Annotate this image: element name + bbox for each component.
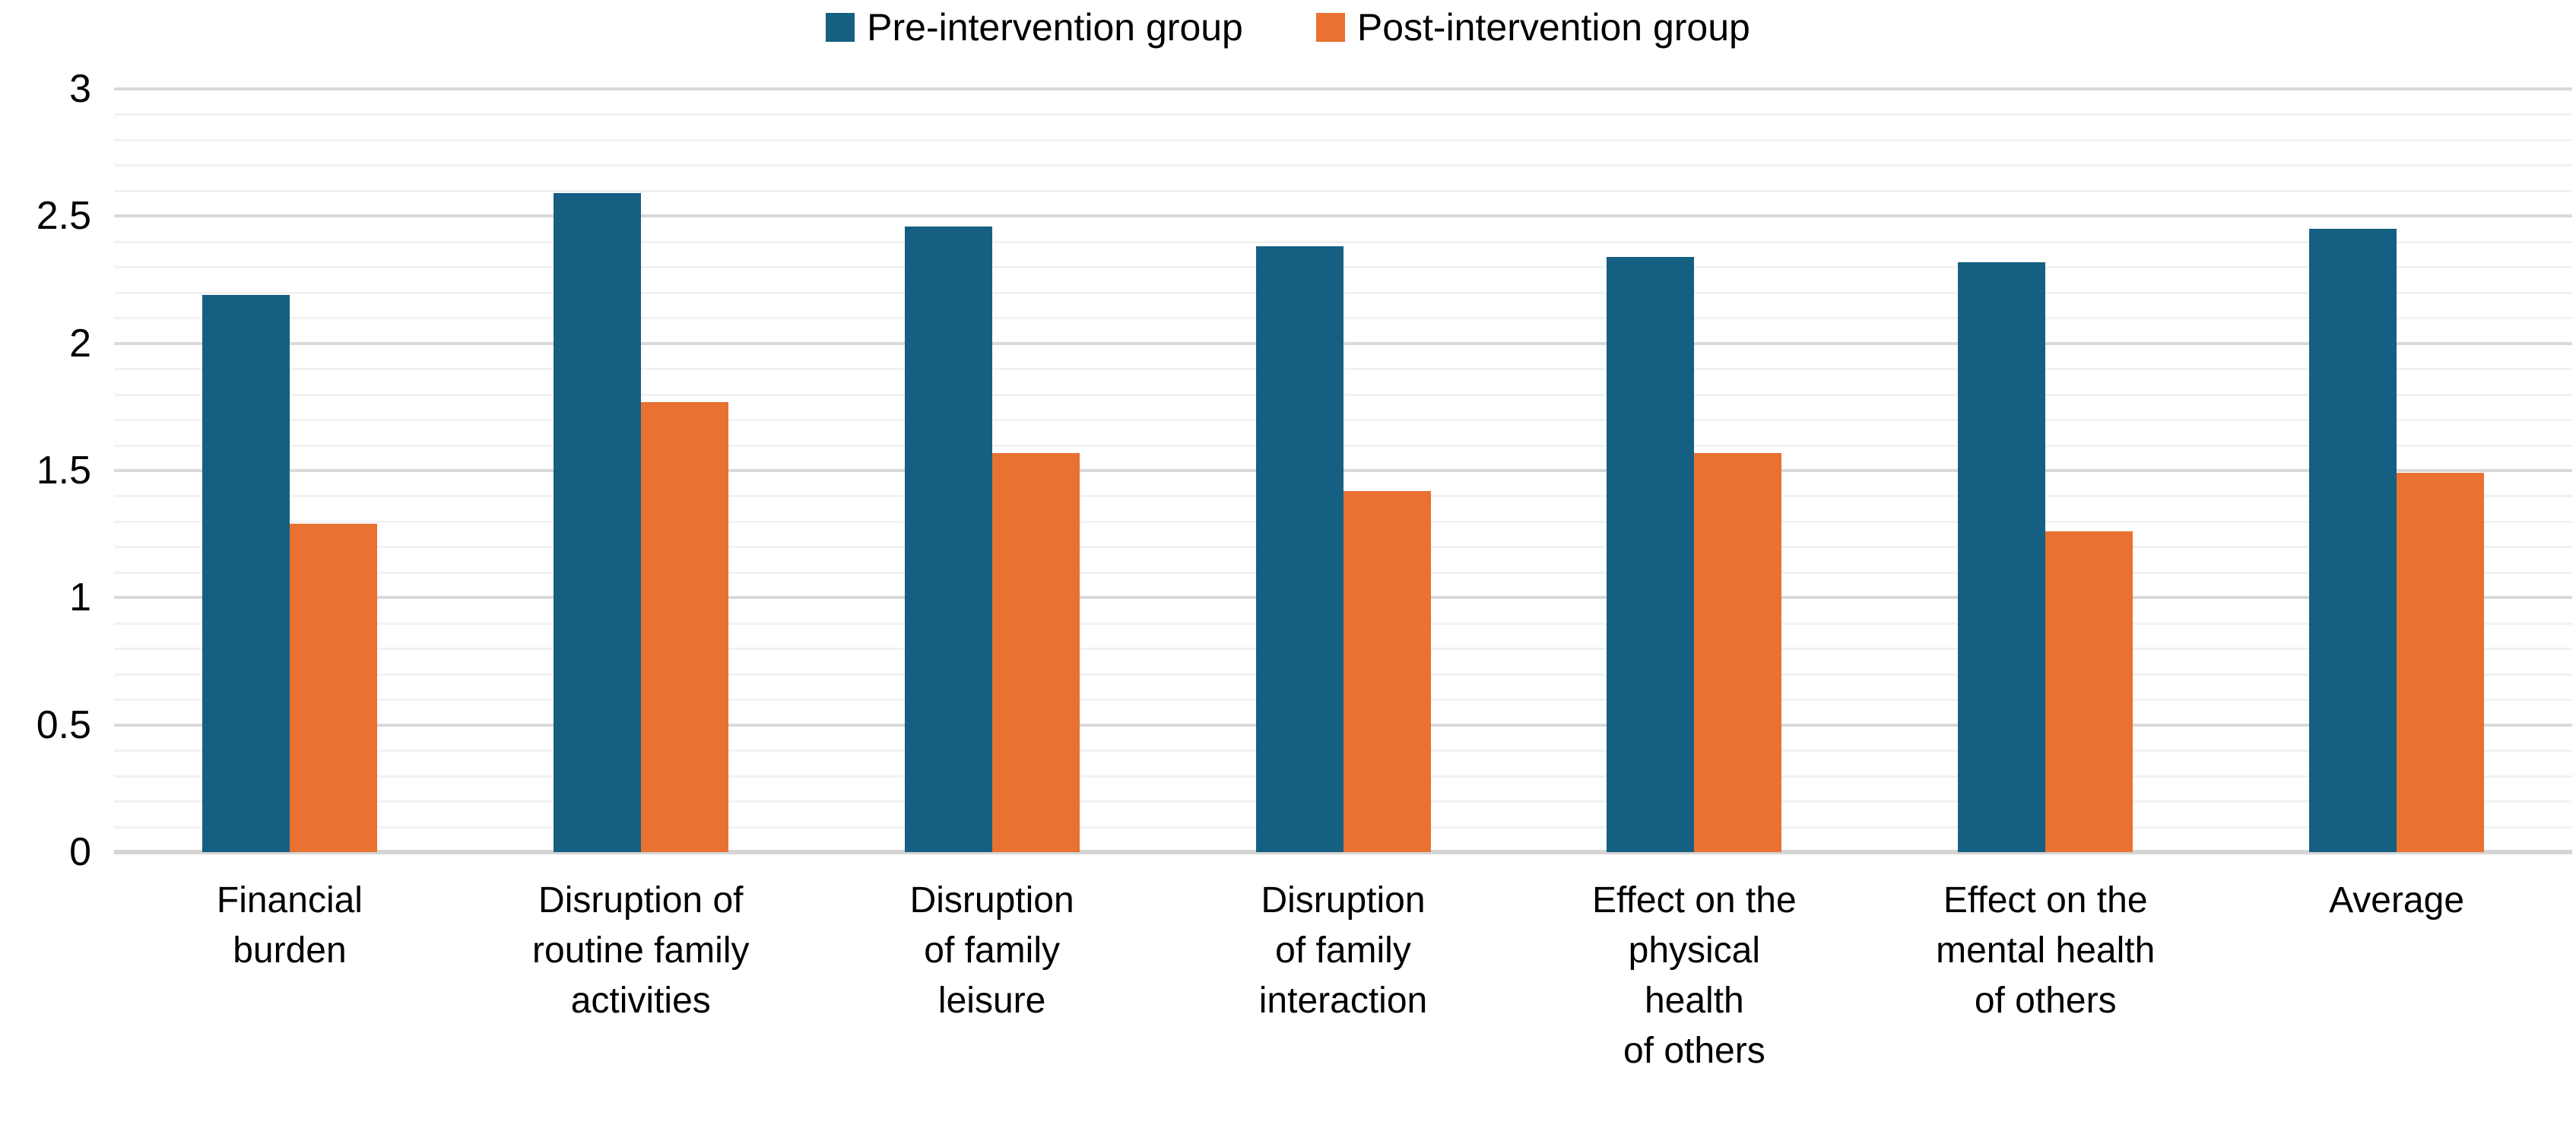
bar-post-1[interactable] bbox=[640, 401, 728, 852]
x-label-line: physical bbox=[1628, 930, 1761, 971]
y-tick-label: 2 bbox=[69, 321, 91, 366]
minor-gridline bbox=[114, 266, 2572, 269]
bar-post-6[interactable] bbox=[2397, 473, 2485, 852]
legend-swatch-pre-icon bbox=[826, 13, 855, 42]
bar-post-5[interactable] bbox=[2045, 531, 2133, 852]
bar-post-4[interactable] bbox=[1694, 452, 1782, 852]
x-label-line: mental health bbox=[1936, 930, 2156, 971]
x-label-line: routine family bbox=[532, 930, 750, 971]
minor-gridline bbox=[114, 419, 2572, 422]
x-category-label: Disruption of family interaction bbox=[1168, 876, 1519, 1026]
x-label-line: Average bbox=[2329, 880, 2465, 921]
bar-post-2[interactable] bbox=[991, 452, 1080, 852]
legend-item-post-intervention[interactable]: Post-intervention group bbox=[1315, 5, 1750, 50]
x-label-line: of others bbox=[1623, 1031, 1765, 1071]
minor-gridline bbox=[114, 138, 2572, 141]
x-label-line: leisure bbox=[937, 981, 1046, 1021]
x-label-line: Financial bbox=[216, 880, 363, 921]
x-label-line: Disruption bbox=[1261, 880, 1426, 921]
y-tick-label: 0 bbox=[69, 830, 91, 874]
x-category-label: Disruption of family leisure bbox=[817, 876, 1168, 1026]
x-label-line: interaction bbox=[1258, 981, 1428, 1021]
x-category-label: Effect on the mental health of others bbox=[1870, 876, 2221, 1026]
y-tick-label: 1.5 bbox=[36, 448, 91, 493]
legend-label-post: Post-intervention group bbox=[1356, 6, 1750, 49]
x-label-line: Effect on the bbox=[1592, 880, 1797, 921]
bar-pre-0[interactable] bbox=[201, 295, 290, 852]
y-tick-label: 1 bbox=[69, 575, 91, 620]
legend-label-pre: Pre-intervention group bbox=[867, 6, 1243, 49]
minor-gridline bbox=[114, 368, 2572, 371]
x-category-label: Disruption of routine family activities bbox=[465, 876, 817, 1026]
bar-pre-3[interactable] bbox=[1255, 246, 1344, 852]
bar-pre-2[interactable] bbox=[904, 226, 992, 852]
x-label-line: Disruption of bbox=[538, 880, 744, 921]
chart-legend: Pre-intervention group Post-intervention… bbox=[0, 5, 2576, 50]
bar-post-0[interactable] bbox=[289, 524, 377, 852]
x-category-label: Average bbox=[2221, 876, 2572, 926]
legend-item-pre-intervention[interactable]: Pre-intervention group bbox=[826, 5, 1243, 50]
minor-gridline bbox=[114, 113, 2572, 116]
bar-pre-5[interactable] bbox=[1958, 261, 2046, 852]
major-gridline bbox=[114, 214, 2572, 218]
x-label-line: Effect on the bbox=[1943, 880, 2148, 921]
major-gridline bbox=[114, 87, 2572, 90]
minor-gridline bbox=[114, 317, 2572, 320]
major-gridline bbox=[114, 469, 2572, 472]
y-tick-label: 0.5 bbox=[36, 702, 91, 747]
minor-gridline bbox=[114, 444, 2572, 447]
bar-pre-1[interactable] bbox=[553, 193, 641, 852]
minor-gridline bbox=[114, 393, 2572, 396]
minor-gridline bbox=[114, 291, 2572, 294]
x-label-line: activities bbox=[570, 981, 711, 1021]
legend-swatch-post-icon bbox=[1315, 13, 1345, 42]
x-label-line: of family bbox=[924, 930, 1060, 971]
major-gridline bbox=[114, 341, 2572, 345]
x-category-label: Financial burden bbox=[114, 876, 465, 976]
x-axis-line bbox=[114, 850, 2572, 854]
bar-pre-6[interactable] bbox=[2309, 229, 2397, 852]
x-label-line: burden bbox=[233, 930, 347, 971]
x-label-line: Disruption bbox=[909, 880, 1074, 921]
minor-gridline bbox=[114, 240, 2572, 243]
x-label-line: of family bbox=[1275, 930, 1411, 971]
bar-post-3[interactable] bbox=[1343, 490, 1431, 852]
x-category-label: Effect on the physical health of others bbox=[1518, 876, 1870, 1076]
x-label-line: of others bbox=[1974, 981, 2117, 1021]
x-label-line: health bbox=[1644, 981, 1744, 1021]
bar-pre-4[interactable] bbox=[1607, 256, 1695, 852]
minor-gridline bbox=[114, 189, 2572, 192]
y-tick-label: 3 bbox=[69, 67, 91, 111]
y-tick-label: 2.5 bbox=[36, 194, 91, 239]
minor-gridline bbox=[114, 164, 2572, 167]
